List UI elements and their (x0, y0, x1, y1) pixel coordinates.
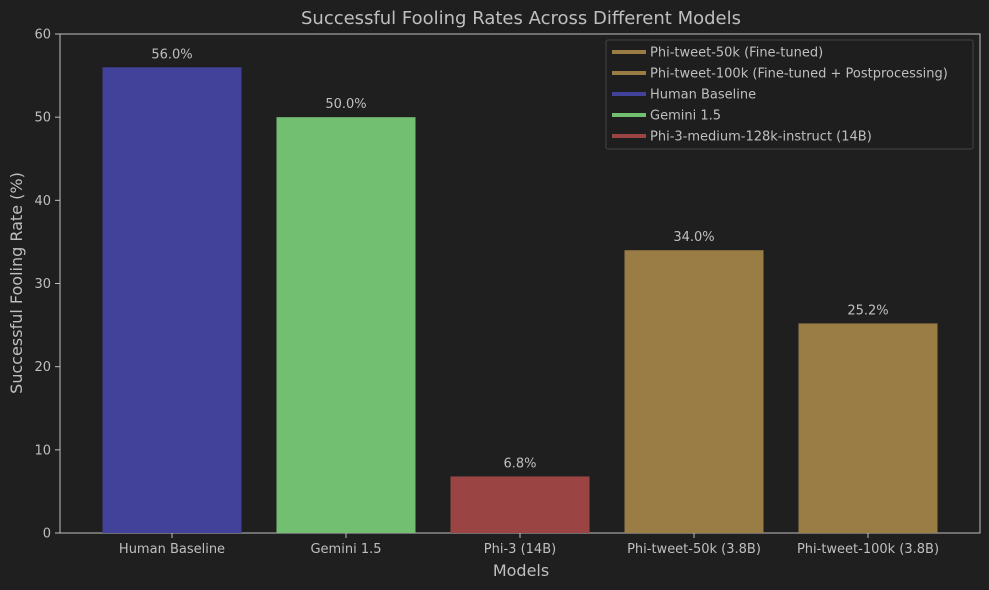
x-axis-label: Models (493, 561, 549, 580)
x-tick-label: Human Baseline (119, 542, 225, 557)
y-tick-label: 10 (34, 443, 51, 458)
y-axis-label: Successful Fooling Rate (%) (7, 172, 26, 394)
legend-label: Phi-3-medium-128k-instruct (14B) (650, 130, 872, 145)
plot-area: 0 10 20 30 40 50 60 56.0% Human Baseline 50.0% Gem… (34, 28, 981, 557)
bar (624, 250, 764, 533)
legend: Phi-tweet-50k (Fine-tuned) Phi-tweet-100k… (605, 39, 974, 150)
bar (798, 323, 938, 533)
y-tick-label: 0 (43, 527, 51, 542)
legend-label: Gemini 1.5 (650, 109, 721, 124)
bar (450, 476, 590, 533)
legend-box (605, 39, 974, 150)
bar (276, 117, 416, 534)
y-tick-label: 50 (34, 111, 51, 126)
legend-label: Phi-tweet-100k (Fine-tuned + Postprocess… (650, 67, 948, 82)
data-label: 50.0% (325, 97, 366, 112)
x-tick-label: Phi-tweet-50k (3.8B) (627, 542, 761, 557)
x-tick-label: Phi-tweet-100k (3.8B) (797, 542, 939, 557)
legend-label: Phi-tweet-50k (Fine-tuned) (650, 46, 823, 61)
legend-label: Human Baseline (650, 88, 756, 103)
data-label: 34.0% (673, 230, 714, 245)
y-tick-label: 40 (34, 194, 51, 209)
data-label: 6.8% (503, 456, 536, 471)
y-tick-label: 30 (34, 277, 51, 292)
y-tick-label: 60 (34, 28, 51, 43)
x-tick-label: Gemini 1.5 (310, 542, 381, 557)
data-label: 56.0% (151, 47, 192, 62)
bar (102, 67, 242, 534)
y-tick-label: 20 (34, 360, 51, 375)
x-tick-label: Phi-3 (14B) (484, 542, 556, 557)
chart-title: Successful Fooling Rates Across Differen… (301, 8, 741, 29)
data-label: 25.2% (847, 303, 888, 318)
